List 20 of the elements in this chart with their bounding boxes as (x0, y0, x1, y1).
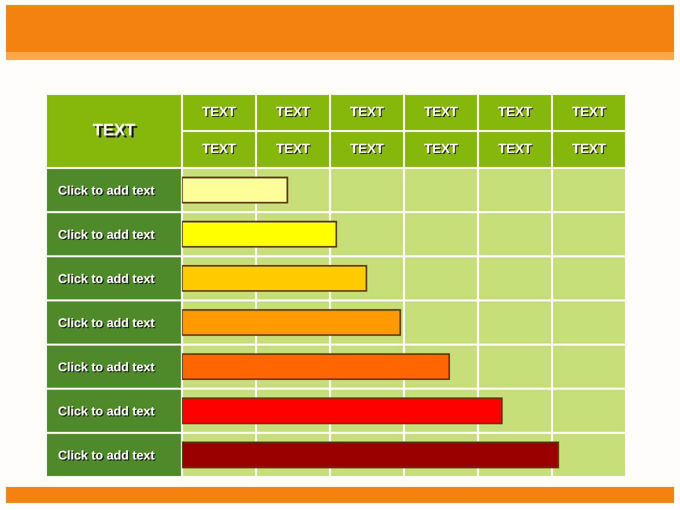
y-tick-label: Click to add text (58, 186, 156, 196)
text: TEXT (572, 144, 607, 154)
y-tick-label: Click to add text (58, 274, 156, 284)
text: TEXT (424, 144, 459, 154)
text: TEXT (350, 106, 385, 118)
text: TEXT (276, 144, 311, 154)
y-tick-label: Click to add text (58, 230, 156, 240)
text: TEXT (350, 144, 385, 154)
y-axis-title: TEXT (92, 124, 138, 138)
text: TEXT (424, 106, 459, 118)
y-tick-label: Click to add text (58, 450, 156, 461)
y-tick-label: Click to add text (58, 362, 156, 372)
text: TEXT (498, 144, 533, 154)
y-tick-label: Click to add text (58, 318, 156, 328)
y-tick-label: Click to add text (58, 406, 156, 417)
text: TEXT (498, 106, 533, 118)
text: TEXT (202, 144, 237, 154)
text: TEXT (202, 106, 237, 118)
text: TEXT (572, 106, 607, 118)
text: TEXT (276, 106, 311, 118)
